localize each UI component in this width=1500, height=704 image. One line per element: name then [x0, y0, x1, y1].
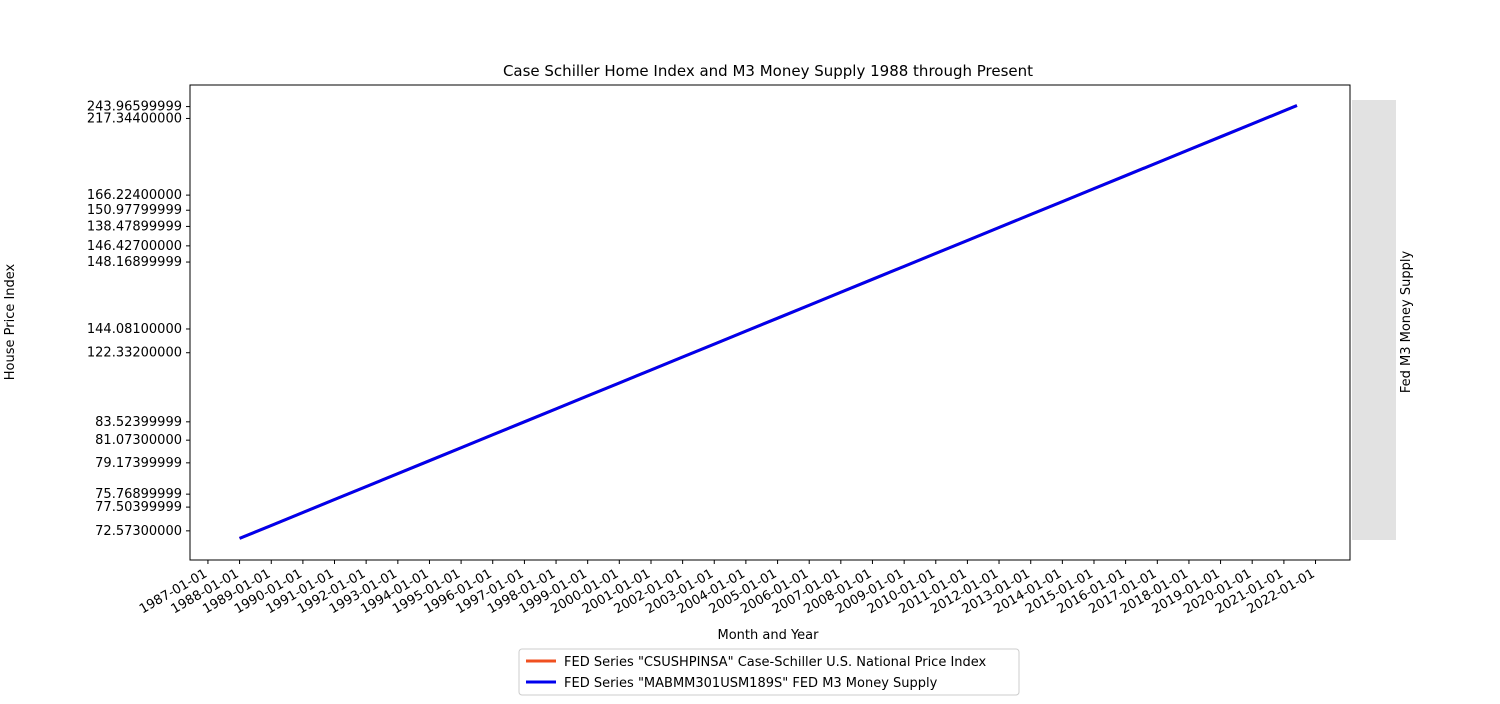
y-tick-label: 77.50399999 [95, 500, 182, 515]
y-tick-label: 144.08100000 [87, 322, 182, 337]
y-tick-label: 72.57300000 [95, 524, 182, 539]
y-tick-label: 122.33200000 [87, 346, 182, 361]
y-tick-label: 217.34400000 [87, 111, 182, 126]
legend-box [518, 648, 1020, 696]
legend-label: FED Series "MABMM301USM189S" FED M3 Mone… [564, 676, 938, 691]
y2-tick-clutter [1352, 100, 1396, 540]
y-tick-label: 148.16899999 [87, 255, 182, 270]
y-tick-label: 243.96599999 [87, 100, 182, 115]
y-tick-label: 81.07300000 [95, 433, 182, 448]
y-tick-label: 166.22400000 [87, 188, 182, 203]
y-tick-label: 75.76899999 [95, 487, 182, 502]
y-tick-label: 146.42700000 [87, 239, 182, 254]
chart-title: Case Schiller Home Index and M3 Money Su… [503, 62, 1033, 80]
y-tick-label: 79.17399999 [95, 456, 182, 471]
x-axis-label: Month and Year [718, 628, 820, 643]
y-tick-label: 83.52399999 [95, 415, 182, 430]
series-line [238, 104, 1298, 540]
plot-frame [189, 84, 1351, 561]
y-tick-label: 150.97799999 [87, 203, 182, 218]
legend-label: FED Series "CSUSHPINSA" Case-Schiller U.… [564, 655, 987, 670]
y2-axis-label: Fed M3 Money Supply [1399, 251, 1414, 394]
y-axis-label: House Price Index [3, 263, 18, 380]
y-tick-label: 138.47899999 [87, 219, 182, 234]
